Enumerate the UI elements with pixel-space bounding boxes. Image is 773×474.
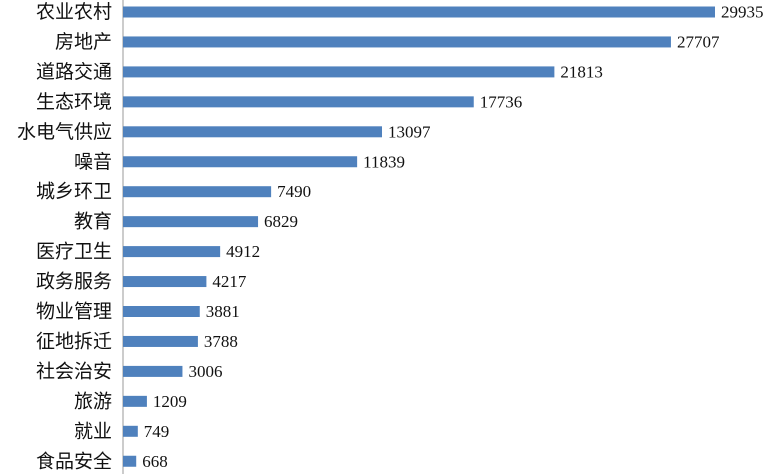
category-label: 旅游 (74, 390, 112, 412)
value-label: 3881 (206, 302, 240, 321)
value-label: 1209 (153, 392, 187, 411)
bar (123, 306, 200, 317)
category-label: 征地拆迁 (36, 330, 112, 352)
bar (123, 246, 221, 258)
bar (123, 216, 259, 228)
bar (123, 395, 147, 407)
value-label: 3006 (188, 362, 222, 381)
bar (123, 96, 474, 108)
value-label: 29935 (721, 3, 764, 22)
value-label: 3788 (204, 332, 238, 351)
bar (123, 186, 272, 198)
value-label: 27707 (677, 32, 720, 51)
value-label: 17736 (480, 92, 523, 111)
category-label: 城乡环卫 (36, 181, 112, 203)
category-label: 噪音 (74, 151, 112, 173)
value-label: 668 (142, 452, 168, 471)
category-label: 食品安全 (36, 450, 112, 472)
category-label: 道路交通 (36, 61, 112, 83)
value-label: 21813 (560, 62, 603, 81)
category-label: 房地产 (55, 31, 112, 53)
value-label: 4217 (212, 272, 247, 291)
bar (123, 425, 138, 437)
bar (123, 6, 715, 18)
category-label: 就业 (74, 420, 112, 442)
bar (123, 156, 358, 168)
bar (123, 36, 671, 48)
category-label: 社会治安 (36, 360, 112, 382)
bar (123, 66, 555, 78)
value-label: 749 (144, 422, 170, 441)
category-label: 医疗卫生 (36, 241, 112, 263)
category-label: 政务服务 (36, 271, 112, 293)
bar (123, 335, 198, 347)
value-label: 4912 (226, 242, 260, 261)
category-label: 农业农村 (36, 1, 112, 23)
value-label: 7490 (277, 182, 311, 201)
category-label: 教育 (74, 211, 112, 233)
value-label: 6829 (264, 212, 298, 231)
bar (123, 126, 383, 138)
bar (123, 455, 137, 467)
value-label: 11839 (363, 152, 405, 171)
bar (123, 276, 207, 288)
value-label: 13097 (388, 122, 431, 141)
bar (123, 365, 183, 377)
category-label: 生态环境 (36, 91, 112, 113)
category-label: 物业管理 (36, 301, 112, 323)
category-label: 水电气供应 (17, 121, 112, 143)
